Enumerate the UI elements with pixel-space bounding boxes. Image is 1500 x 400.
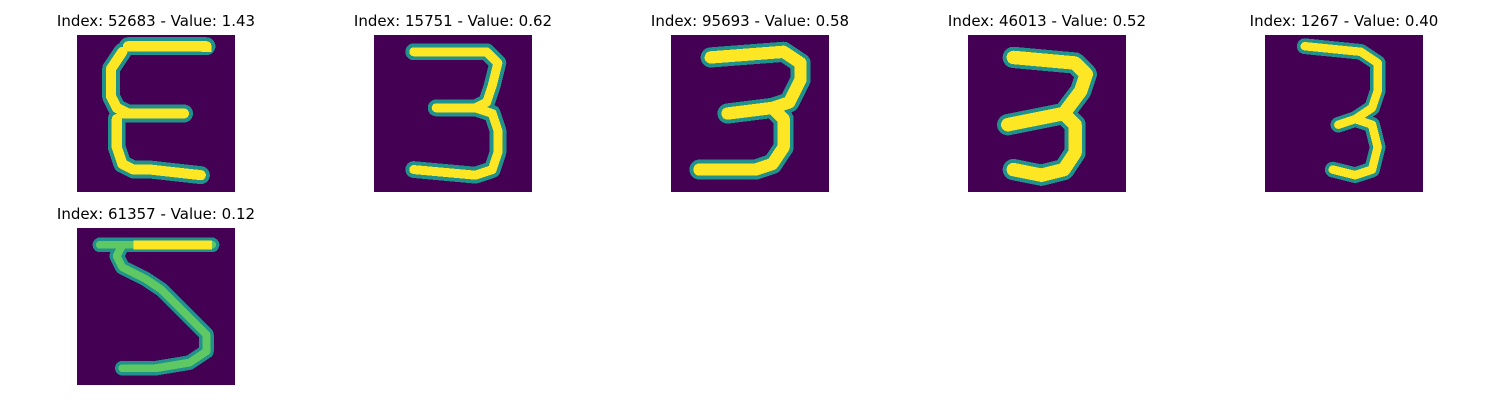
digit-panel: Index: 46013 - Value: 0.52 [897, 12, 1197, 202]
panel-title: Index: 95693 - Value: 0.58 [650, 12, 850, 30]
handwritten-digit-3-icon [968, 35, 1126, 192]
panel-title: Index: 15751 - Value: 0.62 [353, 12, 553, 30]
handwritten-digit-3-icon [671, 35, 829, 192]
handwritten-digit-3-icon [1265, 35, 1423, 192]
handwritten-digit-3-icon [374, 35, 532, 192]
digit-panel: Index: 52683 - Value: 1.43 [6, 12, 306, 202]
digit-panel: Index: 15751 - Value: 0.62 [303, 12, 603, 202]
handwritten-digit-3-icon [77, 35, 235, 192]
digit-panel: Index: 61357 - Value: 0.12 [6, 205, 306, 395]
digit-panel: Index: 1267 - Value: 0.40 [1194, 12, 1494, 202]
panel-title: Index: 61357 - Value: 0.12 [56, 205, 256, 223]
digit-panel: Index: 95693 - Value: 0.58 [600, 12, 900, 202]
handwritten-digit-5-icon [77, 228, 235, 385]
panel-title: Index: 1267 - Value: 0.40 [1249, 12, 1439, 30]
panel-title: Index: 52683 - Value: 1.43 [56, 12, 256, 30]
panel-title: Index: 46013 - Value: 0.52 [947, 12, 1147, 30]
